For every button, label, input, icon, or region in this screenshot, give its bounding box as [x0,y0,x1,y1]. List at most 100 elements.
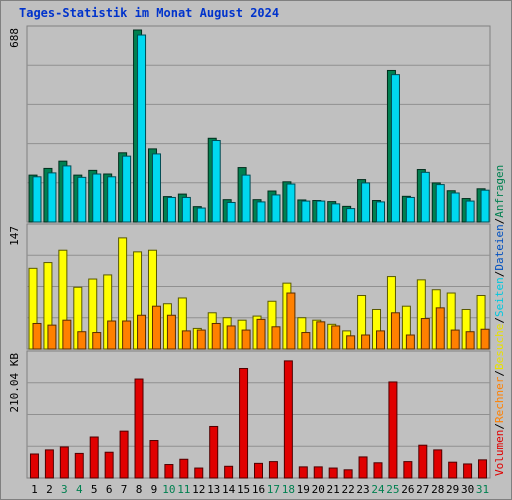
panel-3-ymax-label: 210.04 KB [8,353,21,413]
bar-volumen-day-14 [224,465,234,479]
bar-dateien-day-20 [316,200,326,223]
x-tick-label-30: 30 [461,483,474,496]
bar-dateien-day-9 [151,153,161,223]
bar-dateien-day-7 [122,155,132,223]
bar-rechner-day-16 [256,318,266,350]
x-tick-label-18: 18 [282,483,295,496]
bar-rechner-day-11 [181,330,191,350]
bar-volumen-day-2 [44,449,54,479]
x-tick-label-6: 6 [106,483,113,496]
x-tick-label-1: 1 [31,483,38,496]
panel-1-ymax-label: 688 [8,28,21,48]
bar-rechner-day-17 [271,326,281,350]
bar-volumen-day-27 [418,444,428,479]
x-tick-label-2: 2 [46,483,53,496]
bar-rechner-day-6 [107,320,117,350]
bar-dateien-day-28 [435,184,445,223]
bar-dateien-day-15 [241,174,251,223]
bar-rechner-day-27 [420,318,430,350]
bar-volumen-day-3 [59,446,69,479]
legend-item-besuche: Besuche [493,323,506,371]
bar-dateien-day-19 [301,200,311,223]
bar-dateien-day-29 [450,192,460,223]
bar-dateien-day-26 [405,196,415,223]
bar-volumen-day-11 [179,458,189,479]
bar-volumen-day-8 [134,378,144,479]
x-tick-label-4: 4 [76,483,83,496]
x-tick-label-15: 15 [237,483,250,496]
bar-rechner-day-8 [137,314,147,350]
bar-volumen-day-15 [239,367,249,479]
bar-rechner-day-7 [122,320,132,350]
bar-volumen-day-20 [313,466,323,479]
bar-volumen-day-30 [463,463,473,479]
legend-item-dateien: Dateien [493,224,506,271]
bar-dateien-day-11 [181,196,191,223]
bar-rechner-day-26 [405,334,415,350]
bar-rechner-day-4 [77,331,87,350]
legend-item-anfragen: Anfragen [493,164,506,218]
bar-rechner-day-25 [390,312,400,350]
panel-2-ymax-label: 147 [8,226,21,246]
bar-dateien-day-22 [346,208,356,223]
bar-rechner-day-19 [301,332,311,350]
legend-separator: / [493,270,506,278]
bar-dateien-day-21 [331,203,341,223]
bar-rechner-day-21 [331,325,341,350]
bar-volumen-day-16 [254,462,263,479]
bar-volumen-day-10 [164,464,174,479]
bar-dateien-day-31 [480,189,490,223]
bar-dateien-day-2 [47,172,57,223]
bar-dateien-day-4 [77,176,87,223]
bar-rechner-day-28 [435,307,445,350]
bar-dateien-day-18 [286,183,296,223]
x-tick-label-14: 14 [222,483,236,496]
legend-item-seiten: Seiten [493,277,506,318]
x-tick-label-29: 29 [446,483,459,496]
x-tick-label-17: 17 [267,483,280,496]
bar-dateien-day-10 [166,196,176,223]
bar-volumen-day-24 [373,462,383,479]
x-tick-label-22: 22 [341,483,354,496]
x-tick-label-9: 9 [151,483,158,496]
x-tick-label-11: 11 [177,483,190,496]
bar-dateien-day-3 [62,165,72,223]
bar-dateien-day-13 [211,140,221,223]
bar-rechner-day-5 [92,332,102,350]
bar-volumen-day-13 [209,425,219,479]
x-tick-label-16: 16 [252,483,265,496]
bar-volumen-day-9 [149,440,159,479]
bar-rechner-day-24 [376,330,386,350]
bar-dateien-day-17 [271,194,281,223]
legend-separator: / [493,370,506,377]
bar-rechner-day-18 [286,292,296,350]
x-tick-label-19: 19 [297,483,310,496]
bar-volumen-day-19 [298,466,308,479]
bar-volumen-day-29 [448,461,458,479]
legend-separator: / [493,317,506,324]
bar-volumen-day-18 [283,360,293,479]
bar-volumen-day-1 [29,453,39,479]
bar-volumen-day-17 [268,461,278,479]
bar-volumen-day-25 [388,381,398,479]
bar-rechner-day-20 [316,321,326,350]
bar-dateien-day-25 [390,74,400,223]
bar-volumen-day-7 [119,430,129,479]
bar-rechner-day-22 [346,335,356,350]
legend-separator: / [493,423,506,430]
bar-rechner-day-15 [241,329,251,350]
bar-rechner-day-12 [196,329,206,350]
bar-volumen-day-23 [358,456,368,479]
bar-rechner-day-10 [166,314,176,350]
bar-rechner-day-2 [47,324,57,350]
bar-dateien-day-14 [226,201,236,223]
bar-volumen-day-12 [194,467,204,479]
x-tick-label-25: 25 [386,483,399,496]
bar-rechner-day-1 [32,322,42,350]
bar-volumen-day-22 [343,469,353,479]
bar-volumen-day-28 [433,449,443,479]
bar-rechner-day-13 [211,322,221,350]
x-tick-label-23: 23 [356,483,369,496]
x-tick-label-10: 10 [162,483,175,496]
